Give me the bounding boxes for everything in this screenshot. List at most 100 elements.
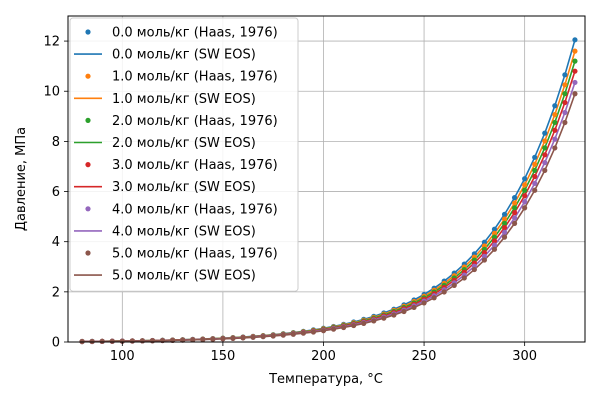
data-point-2.0 bbox=[552, 119, 558, 126]
legend-label: 2.0 моль/кг (SW EOS) bbox=[112, 136, 256, 151]
data-point-5.0 bbox=[381, 315, 387, 321]
data-point-0.0 bbox=[511, 195, 518, 201]
data-point-5.0 bbox=[481, 257, 488, 263]
data-point-3.0 bbox=[562, 99, 568, 106]
y-tick-label: 10 bbox=[43, 85, 60, 100]
data-point-5.0 bbox=[149, 338, 156, 344]
data-point-4.0 bbox=[481, 253, 488, 259]
data-point-5.0 bbox=[109, 338, 115, 344]
legend-label: 3.0 моль/кг (SW EOS) bbox=[112, 180, 256, 195]
data-point-5.0 bbox=[320, 328, 327, 334]
data-point-4.0 bbox=[522, 199, 528, 205]
data-point-0.0 bbox=[501, 211, 508, 217]
data-point-5.0 bbox=[99, 338, 105, 345]
data-point-5.0 bbox=[461, 275, 467, 281]
data-point-1.0 bbox=[532, 161, 538, 167]
data-point-4.0 bbox=[501, 229, 508, 235]
data-point-2.0 bbox=[491, 234, 498, 240]
data-point-5.0 bbox=[200, 336, 206, 343]
legend-marker bbox=[85, 250, 91, 256]
data-point-5.0 bbox=[250, 334, 256, 340]
data-point-4.0 bbox=[562, 109, 568, 116]
axis-ticks: 100 150 200 250 300 0 2 4 6 8 10 12 bbox=[43, 35, 537, 364]
data-point-3.0 bbox=[522, 193, 528, 199]
data-point-0.0 bbox=[552, 103, 558, 109]
data-point-5.0 bbox=[210, 336, 216, 342]
data-point-5.0 bbox=[351, 322, 357, 329]
legend-marker bbox=[85, 29, 91, 35]
data-point-5.0 bbox=[280, 332, 286, 338]
data-point-5.0 bbox=[391, 312, 397, 318]
legend-label: 0.0 моль/кг (Haas, 1976) bbox=[112, 26, 278, 41]
legend-label: 1.0 моль/кг (SW EOS) bbox=[112, 92, 256, 107]
data-point-5.0 bbox=[511, 220, 518, 227]
data-point-2.0 bbox=[501, 220, 508, 226]
data-point-5.0 bbox=[129, 338, 135, 344]
data-point-5.0 bbox=[532, 187, 538, 193]
data-point-5.0 bbox=[341, 324, 347, 331]
data-point-0.0 bbox=[562, 72, 568, 78]
data-point-5.0 bbox=[310, 329, 317, 335]
legend: 0.0 моль/кг (Haas, 1976) 0.0 моль/кг (SW … bbox=[69, 17, 299, 292]
x-axis-label: Температура, °C bbox=[268, 372, 383, 387]
legend-marker bbox=[85, 162, 91, 168]
data-point-4.0 bbox=[552, 136, 558, 142]
data-point-5.0 bbox=[491, 246, 498, 252]
data-point-0.0 bbox=[572, 37, 578, 43]
data-point-5.0 bbox=[230, 335, 236, 341]
y-tick-label: 0 bbox=[52, 336, 60, 351]
data-point-1.0 bbox=[511, 200, 518, 206]
y-tick-label: 6 bbox=[52, 185, 60, 200]
data-point-5.0 bbox=[260, 334, 266, 340]
data-point-5.0 bbox=[371, 318, 377, 324]
legend-label: 4.0 моль/кг (SW EOS) bbox=[112, 224, 256, 239]
data-point-1.0 bbox=[542, 138, 548, 144]
legend-label: 1.0 моль/кг (Haas, 1976) bbox=[112, 70, 278, 85]
legend-marker bbox=[85, 73, 91, 79]
legend-label: 5.0 моль/кг (SW EOS) bbox=[112, 269, 256, 284]
x-tick-label: 300 bbox=[512, 349, 537, 364]
y-tick-label: 2 bbox=[52, 285, 60, 300]
legend-label: 4.0 моль/кг (Haas, 1976) bbox=[112, 202, 278, 217]
data-point-1.0 bbox=[491, 230, 498, 236]
data-point-5.0 bbox=[471, 266, 477, 273]
y-tick-label: 8 bbox=[52, 135, 60, 150]
data-point-5.0 bbox=[139, 338, 146, 344]
data-point-5.0 bbox=[290, 331, 296, 337]
data-point-5.0 bbox=[552, 145, 558, 151]
legend-label: 5.0 моль/кг (Haas, 1976) bbox=[112, 247, 278, 262]
data-point-4.0 bbox=[491, 242, 498, 248]
data-point-4.0 bbox=[542, 160, 548, 166]
data-point-2.0 bbox=[522, 187, 528, 193]
data-point-3.0 bbox=[542, 152, 548, 158]
data-point-5.0 bbox=[190, 337, 196, 343]
legend-label: 0.0 моль/кг (SW EOS) bbox=[112, 48, 256, 63]
legend-label: 2.0 моль/кг (Haas, 1976) bbox=[112, 114, 278, 129]
data-point-5.0 bbox=[421, 300, 427, 306]
data-point-5.0 bbox=[220, 336, 226, 342]
data-point-3.0 bbox=[491, 238, 498, 244]
data-point-1.0 bbox=[501, 216, 508, 222]
data-point-5.0 bbox=[240, 335, 246, 341]
data-point-5.0 bbox=[441, 289, 447, 295]
data-point-0.0 bbox=[491, 226, 498, 232]
data-point-5.0 bbox=[501, 234, 508, 240]
data-point-1.0 bbox=[552, 111, 558, 118]
data-point-2.0 bbox=[542, 145, 548, 151]
data-point-5.0 bbox=[361, 320, 367, 327]
x-tick-label: 100 bbox=[110, 349, 135, 364]
x-tick-label: 250 bbox=[412, 349, 437, 364]
x-tick-label: 200 bbox=[311, 349, 336, 364]
data-point-5.0 bbox=[542, 167, 548, 173]
data-point-5.0 bbox=[411, 304, 417, 311]
data-point-1.0 bbox=[522, 182, 528, 188]
data-point-5.0 bbox=[401, 308, 407, 315]
data-point-0.0 bbox=[481, 239, 488, 245]
y-axis-label: Давление, МПа bbox=[14, 127, 29, 231]
data-point-4.0 bbox=[572, 79, 578, 86]
legend-marker bbox=[85, 206, 91, 212]
data-point-5.0 bbox=[330, 326, 337, 332]
x-tick-label: 150 bbox=[210, 349, 235, 364]
data-point-5.0 bbox=[180, 337, 186, 343]
